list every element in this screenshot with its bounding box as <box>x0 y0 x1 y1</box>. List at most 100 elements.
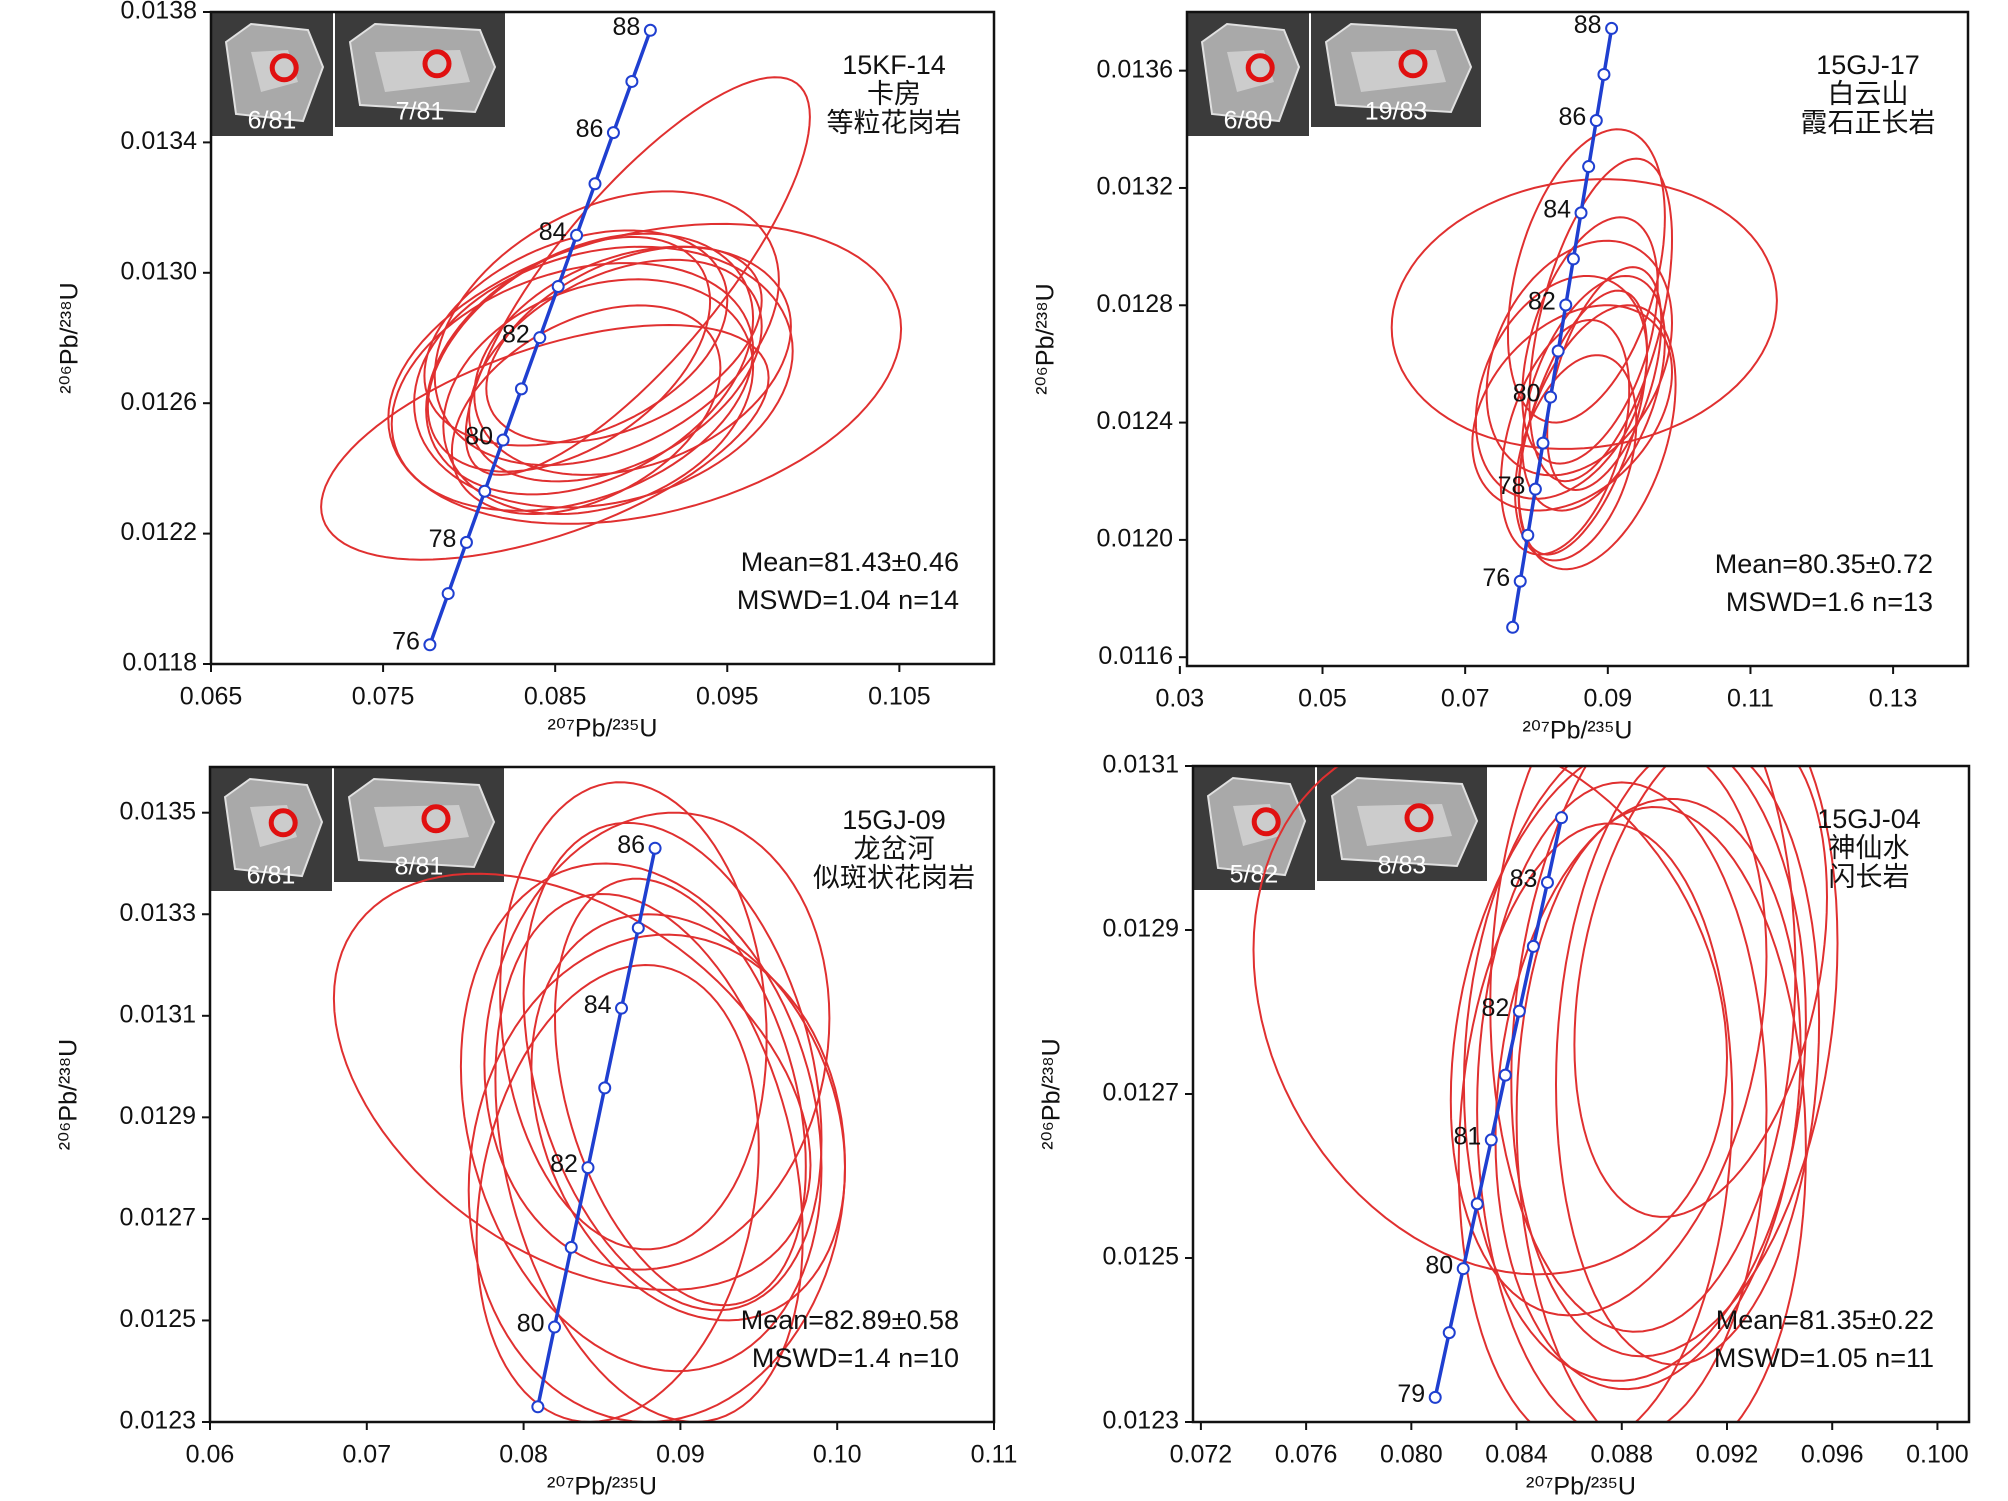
x-axis-title: ²⁰⁷Pb/²³⁵U <box>547 1473 657 1501</box>
age-marker <box>570 228 584 242</box>
y-tick-label: 0.0131 <box>120 1000 196 1028</box>
error-ellipse <box>467 933 847 1422</box>
age-marker <box>1521 528 1535 542</box>
zircon-photo: 6/81 <box>211 12 333 136</box>
error-ellipse <box>522 821 823 1312</box>
age-marker <box>459 535 473 549</box>
y-tick-label: 0.0127 <box>120 1204 196 1232</box>
age-marker <box>564 1240 578 1254</box>
y-axis-title: ²⁰⁶Pb/²³⁸U <box>55 1039 83 1150</box>
photo-label: 6/81 <box>247 862 296 890</box>
rock-type: 霞石正长岩 <box>1801 108 1936 138</box>
rock-type: 等粒花岗岩 <box>827 108 962 138</box>
x-tick-label: 0.088 <box>1590 1441 1653 1469</box>
concordia-curve <box>1510 28 1614 628</box>
error-ellipse <box>332 872 812 1291</box>
error-ellipse <box>450 304 722 516</box>
age-marker <box>1605 21 1619 35</box>
error-ellipse <box>1252 766 1729 1276</box>
x-tick-label: 0.05 <box>1298 685 1347 713</box>
y-tick-label: 0.0118 <box>122 649 197 677</box>
age-marker <box>606 126 620 140</box>
concordia-curve <box>536 847 657 1408</box>
age-label: 86 <box>617 831 645 859</box>
photo-label: 5/82 <box>1230 861 1279 889</box>
location: 龙岔河 <box>854 834 935 864</box>
error-ellipse <box>468 258 763 483</box>
age-marker <box>551 279 565 293</box>
x-tick-label: 0.09 <box>656 1441 705 1469</box>
y-tick-label: 0.0126 <box>121 388 197 416</box>
age-label: 78 <box>1498 472 1526 500</box>
x-tick-label: 0.072 <box>1170 1441 1233 1469</box>
y-tick-label: 0.0124 <box>1097 407 1174 435</box>
age-marker <box>1536 436 1550 450</box>
analysis-spot <box>268 808 298 838</box>
y-axis-title: ²⁰⁶Pb/²³⁸U <box>1038 1038 1066 1149</box>
chart-panel: 6/81 8/81 80 82 84 86 0.06 0.07 0.08 0.09 0.10 0.11… <box>55 765 1018 1501</box>
ellipses <box>320 76 903 561</box>
concordia <box>531 841 662 1414</box>
error-ellipse <box>1521 216 1659 465</box>
x-tick-label: 0.11 <box>971 1441 1018 1469</box>
y-tick-label: 0.0133 <box>120 899 196 927</box>
rock-type: 闪长岩 <box>1829 862 1910 892</box>
photo-label: 7/81 <box>396 98 445 126</box>
zircon-photo: 5/82 <box>1193 766 1315 890</box>
mswd: MSWD=1.05 n=11 <box>1714 1343 1934 1373</box>
analysis-spot <box>269 53 299 83</box>
age-marker <box>496 433 510 447</box>
age-marker <box>514 382 528 396</box>
age-marker <box>1498 1068 1512 1082</box>
error-ellipse <box>1515 805 1807 1422</box>
plot-frame <box>209 10 996 666</box>
age-marker <box>581 1161 595 1175</box>
sample-name: 15GJ-04 <box>1817 804 1921 834</box>
age-label: 80 <box>1513 380 1541 408</box>
age-marker <box>588 177 602 191</box>
rock-type: 似斑状花岗岩 <box>813 863 975 893</box>
error-ellipse <box>1476 781 1768 1422</box>
age-marker <box>648 841 662 855</box>
age-label: 82 <box>1482 994 1510 1022</box>
x-tick-label: 0.080 <box>1380 1441 1443 1469</box>
error-ellipse <box>494 892 804 1422</box>
ellipses <box>332 781 847 1422</box>
plot-frame <box>1185 10 1970 668</box>
age-label: 82 <box>1528 288 1556 316</box>
concordia <box>1506 21 1619 634</box>
x-tick-label: 0.08 <box>499 1441 548 1469</box>
mean-age: Mean=81.35±0.22 <box>1716 1305 1934 1335</box>
error-ellipse <box>390 262 755 512</box>
location: 白云山 <box>1828 79 1909 109</box>
mswd: MSWD=1.4 n=10 <box>752 1343 959 1373</box>
age-marker <box>1456 1262 1470 1276</box>
x-tick-label: 0.096 <box>1801 1441 1864 1469</box>
x-tick-label: 0.075 <box>352 683 415 711</box>
zircon-photo: 6/80 <box>1187 12 1309 136</box>
age-marker <box>1551 344 1565 358</box>
age-marker <box>643 23 657 37</box>
age-marker <box>1559 298 1573 312</box>
x-axis-title: ²⁰⁷Pb/²³⁵U <box>548 715 658 743</box>
age-marker <box>1428 1390 1442 1404</box>
location: 卡房 <box>867 79 921 109</box>
age-label: 80 <box>465 423 493 451</box>
plot-frame <box>208 765 996 1424</box>
age-marker <box>1566 252 1580 266</box>
x-axis-title: ²⁰⁷Pb/²³⁵U <box>1523 717 1633 745</box>
analysis-spot <box>1398 49 1428 79</box>
analysis-spot <box>421 804 451 834</box>
location: 神仙水 <box>1829 833 1910 863</box>
age-marker <box>1582 160 1596 174</box>
mean-age: Mean=81.43±0.46 <box>741 547 959 577</box>
error-ellipse <box>1489 766 1797 1333</box>
x-tick-label: 0.065 <box>180 683 243 711</box>
error-ellipse <box>1517 304 1677 571</box>
x-tick-label: 0.03 <box>1156 685 1205 713</box>
zircon-photo: 6/81 <box>210 767 332 891</box>
age-marker <box>1513 574 1527 588</box>
age-marker <box>1512 1004 1526 1018</box>
age-label: 88 <box>1574 11 1602 39</box>
